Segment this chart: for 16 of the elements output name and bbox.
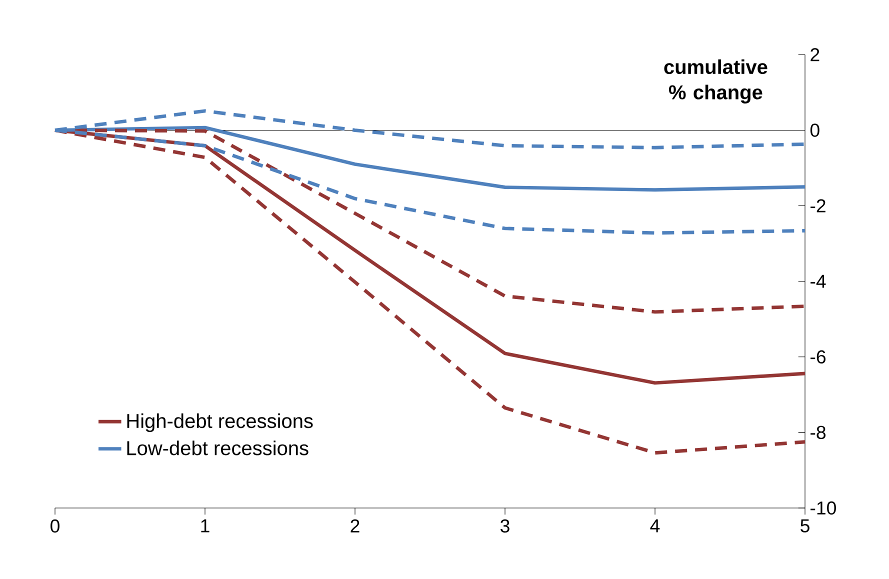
- y-tick-label: -6: [810, 350, 826, 364]
- y-tick-label: 2: [810, 48, 820, 62]
- x-tick-label: 5: [800, 519, 810, 532]
- y-tick-label: -2: [810, 199, 826, 212]
- legend-label: Low-debt recessions: [127, 440, 308, 456]
- legend-label: High-debt recessions: [127, 413, 313, 432]
- x-tick-label: 4: [650, 519, 660, 532]
- x-tick-label: 1: [201, 519, 210, 532]
- y-axis-title: cumulative % change: [664, 59, 768, 104]
- y-tick-label: 0: [810, 124, 820, 137]
- x-tick-label: 0: [50, 519, 60, 533]
- y-tick-label: -8: [810, 426, 826, 440]
- x-tick-label: 3: [500, 519, 510, 533]
- y-tick-label: -4: [810, 274, 826, 288]
- y-tick-label: -10: [810, 501, 836, 515]
- x-tick-label: 2: [350, 519, 360, 532]
